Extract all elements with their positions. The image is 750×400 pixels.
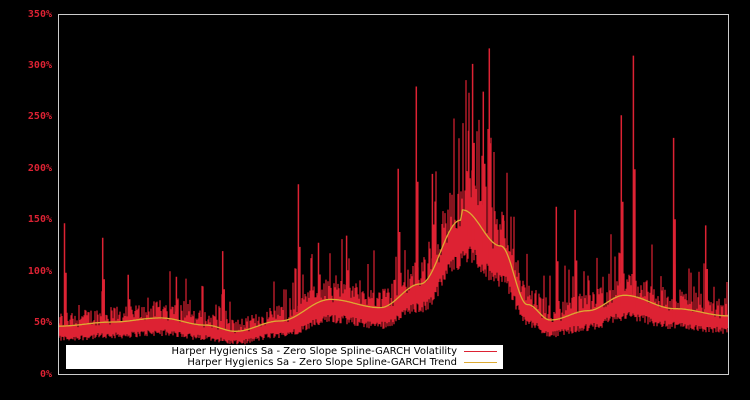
plot-frame <box>58 14 729 375</box>
legend-label-trend: Harper Hygienics Sa - Zero Slope Spline-… <box>187 357 457 368</box>
chart-legend: Harper Hygienics Sa - Zero Slope Spline-… <box>66 345 503 369</box>
y-tick-50: 50% <box>33 317 52 329</box>
y-tick-100: 100% <box>27 265 52 277</box>
trend-line <box>58 209 729 332</box>
y-tick-300: 300% <box>27 59 52 71</box>
legend-swatch-trend <box>464 362 497 363</box>
y-tick-350: 350% <box>27 8 52 20</box>
legend-label-volatility: Harper Hygienics Sa - Zero Slope Spline-… <box>171 346 457 357</box>
y-tick-150: 150% <box>27 214 52 226</box>
legend-swatch-volatility <box>464 351 497 352</box>
volatility-series <box>58 48 729 345</box>
y-tick-0: 0% <box>39 368 52 380</box>
y-tick-250: 250% <box>27 111 52 123</box>
y-tick-200: 200% <box>27 162 52 174</box>
